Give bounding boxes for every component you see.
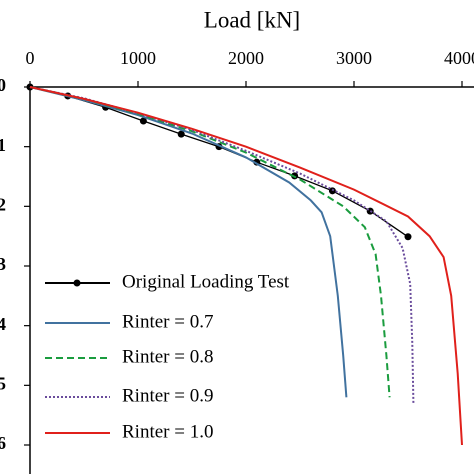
legend-label: Rinter = 0.9 (122, 385, 213, 406)
y-tick-label: 2 (0, 194, 6, 214)
x-tick-label: 3000 (336, 48, 372, 68)
x-axis-title: Load [kN] (204, 7, 300, 32)
data-point (404, 233, 412, 241)
y-tick-label: 5 (0, 373, 6, 393)
y-tick-label: 3 (0, 254, 6, 274)
legend-marker (73, 279, 81, 287)
data-point (328, 187, 336, 195)
series-line (29, 86, 463, 446)
x-tick-label: 0 (26, 48, 35, 68)
x-tick-label: 1000 (120, 48, 156, 68)
data-point (139, 117, 147, 125)
x-tick-label: 2000 (228, 48, 264, 68)
legend-label: Rinter = 1.0 (122, 421, 213, 442)
data-point (177, 130, 185, 138)
series-line (29, 86, 415, 404)
series-line (29, 86, 409, 238)
y-tick-label: 4 (0, 314, 6, 334)
y-tick-label: 0 (0, 75, 6, 95)
legend-label: Original Loading Test (122, 271, 290, 292)
y-tick-label: 6 (0, 433, 6, 453)
y-tick-label: 1 (0, 135, 6, 155)
legend-label: Rinter = 0.7 (122, 311, 213, 332)
legend-label: Rinter = 0.8 (122, 346, 213, 367)
series-line (29, 86, 348, 398)
